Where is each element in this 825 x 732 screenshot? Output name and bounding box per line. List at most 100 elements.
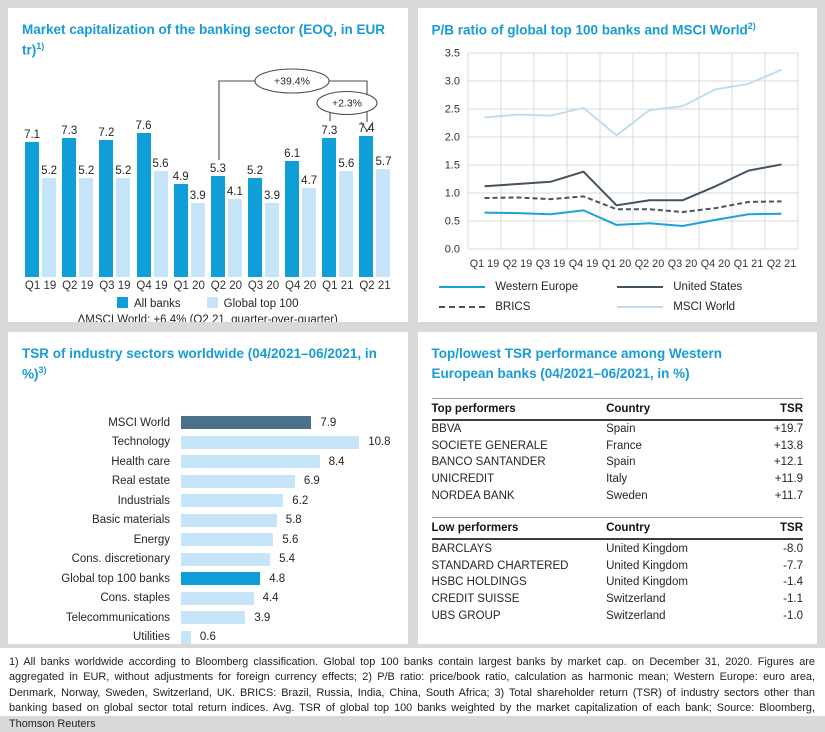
- all-banks-value-label: 5.2: [247, 165, 264, 178]
- bank-name: UNICREDIT: [431, 473, 495, 486]
- table-header-row: Low performers Country TSR: [431, 517, 803, 541]
- sector-row: Utilities 0.6: [22, 628, 394, 645]
- table-row: STANDARD CHARTERED United Kingdom -7.7: [432, 557, 804, 574]
- sector-value: 4.4: [262, 592, 279, 605]
- footnote: 1) All banks worldwide according to Bloo…: [0, 648, 825, 730]
- x-tick-label: Q2 21: [766, 258, 795, 270]
- all-banks-bar: [248, 178, 263, 277]
- sector-row: Energy 5.6: [22, 530, 394, 550]
- top100-bar: [376, 168, 391, 277]
- top-performers-table: Top performers Country TSR BBVA Spain +19.7 SO…: [431, 397, 804, 505]
- country: Spain: [606, 456, 636, 469]
- top100-bar: [116, 178, 131, 277]
- sector-label: Telecommunications: [65, 611, 170, 624]
- sector-row: Basic materials 5.8: [22, 511, 394, 531]
- country: Switzerland: [606, 609, 666, 622]
- sector-row: Telecommunications 3.9: [22, 608, 394, 628]
- table-row: HSBC HOLDINGS United Kingdom -1.4: [432, 574, 804, 591]
- bank-name: STANDARD CHARTERED: [431, 559, 569, 572]
- all-banks-bar: [25, 142, 40, 277]
- tsr-value: +13.8: [773, 439, 803, 452]
- x-tick-label: Q4 20: [700, 258, 729, 270]
- series-line-msci-world: [483, 68, 782, 137]
- market-cap-legend: All banks Global top 100: [22, 297, 394, 310]
- top100-bar: [265, 202, 280, 277]
- pb-ratio-legend: Western Europe United States BRICS MSCI Wor…: [432, 281, 804, 313]
- x-axis-label: Q1 20: [173, 280, 205, 292]
- bank-name: NORDEA BANK: [431, 490, 515, 503]
- legend-label: United States: [673, 280, 743, 293]
- bank-name: UBS GROUP: [431, 609, 501, 622]
- sector-value: 8.4: [328, 455, 345, 468]
- annotation-2-label: +2.3%: [332, 98, 362, 110]
- sector-value: 0.6: [199, 631, 216, 644]
- top100-swatch: [206, 297, 218, 308]
- tsr-sectors-title-text: TSR of industry sectors worldwide (04/20…: [22, 346, 377, 382]
- all-banks-bar: [173, 183, 188, 277]
- all-banks-bar: [210, 176, 225, 277]
- country: Italy: [606, 473, 628, 486]
- column-header: Country: [606, 517, 737, 541]
- legend-item-united-states: United States: [617, 281, 795, 293]
- tsr-value: -8.0: [783, 542, 803, 555]
- bar-group: 5.2 3.9: [245, 165, 282, 277]
- sector-label: Utilities: [132, 631, 170, 644]
- sector-bar: [181, 591, 254, 605]
- column-header: TSR: [736, 517, 803, 541]
- sector-row: Industrials 6.2: [22, 491, 394, 511]
- sector-label: Technology: [111, 436, 170, 449]
- y-tick-label: 0.0: [444, 243, 459, 255]
- sector-bar: [181, 435, 360, 449]
- market-cap-title-footnote-ref: 1): [36, 41, 45, 52]
- top100-value-label: 5.2: [78, 165, 95, 178]
- pb-ratio-title-footnote-ref: 2): [747, 21, 756, 31]
- top100-bar: [190, 202, 205, 277]
- table-row: BBVA Spain +19.7: [432, 420, 804, 438]
- bank-name: BANCO SANTANDER: [431, 456, 546, 469]
- sector-bar: [181, 494, 284, 508]
- all-banks-bar: [322, 138, 337, 277]
- top100-value-label: 5.6: [152, 157, 169, 170]
- x-tick-label: Q4 19: [568, 258, 597, 270]
- legend-label: MSCI World: [673, 300, 736, 313]
- x-tick-label: Q1 19: [469, 258, 498, 270]
- tsr-sectors-title: TSR of industry sectors worldwide (04/20…: [22, 344, 394, 385]
- all-banks-value-label: 7.1: [24, 129, 41, 142]
- sector-label: MSCI World: [108, 416, 170, 429]
- sector-row: Real estate 6.9: [22, 472, 394, 492]
- sector-bar: [181, 513, 277, 527]
- table-row: NORDEA BANK Sweden +11.7: [432, 488, 804, 505]
- sector-value: 4.8: [269, 572, 286, 585]
- legend-item-western-europe: Western Europe: [439, 281, 617, 293]
- x-axis-label: Q2 20: [210, 280, 243, 292]
- tsr-value: +11.9: [774, 473, 803, 486]
- sector-row: Global top 100 banks 4.8: [22, 569, 394, 589]
- legend-item-msci-world: MSCI World: [617, 301, 795, 313]
- market-cap-bar-chart: 7.1 5.2 7.3 5.2 7.2 5.2 7.6 5.6 4.9 3.9 5.3 4.1 5.2 3…: [22, 65, 394, 277]
- tsr-sectors-bar-chart: MSCI World 7.9 Technology 10.8 Health care 8.…: [22, 413, 394, 644]
- all-banks-value-label: 7.3: [321, 125, 338, 138]
- table-row: SOCIETE GENERALE France +13.8: [432, 437, 804, 454]
- top100-value-label: 5.6: [338, 157, 355, 170]
- sector-value: 5.4: [279, 553, 296, 566]
- sector-value: 6.2: [292, 494, 309, 507]
- x-tick-label: Q2 19: [502, 258, 531, 270]
- top100-value-label: 5.2: [115, 165, 132, 178]
- bank-name: BBVA: [431, 422, 462, 435]
- sector-row: Technology 10.8: [22, 433, 394, 453]
- x-axis-label: Q1 19: [24, 280, 57, 292]
- sector-bar: [181, 533, 274, 547]
- top100-value-label: 3.9: [264, 189, 281, 202]
- bar-group: 7.6 5.6: [133, 120, 170, 277]
- legend-item-top100: Global top 100: [206, 297, 298, 310]
- column-header: Top performers: [431, 397, 607, 421]
- all-banks-bar: [136, 132, 151, 277]
- bar-group: 7.3 5.2: [59, 125, 96, 277]
- sector-value: 3.9: [254, 611, 271, 624]
- dashboard-grid: Market capitalization of the banking sec…: [8, 8, 817, 644]
- top100-value-label: 4.1: [226, 186, 243, 199]
- x-axis-label: Q4 19: [136, 280, 168, 292]
- country: United Kingdom: [606, 576, 688, 589]
- sector-label: Cons. discretionary: [71, 553, 170, 566]
- x-axis-label: Q1 21: [322, 280, 354, 292]
